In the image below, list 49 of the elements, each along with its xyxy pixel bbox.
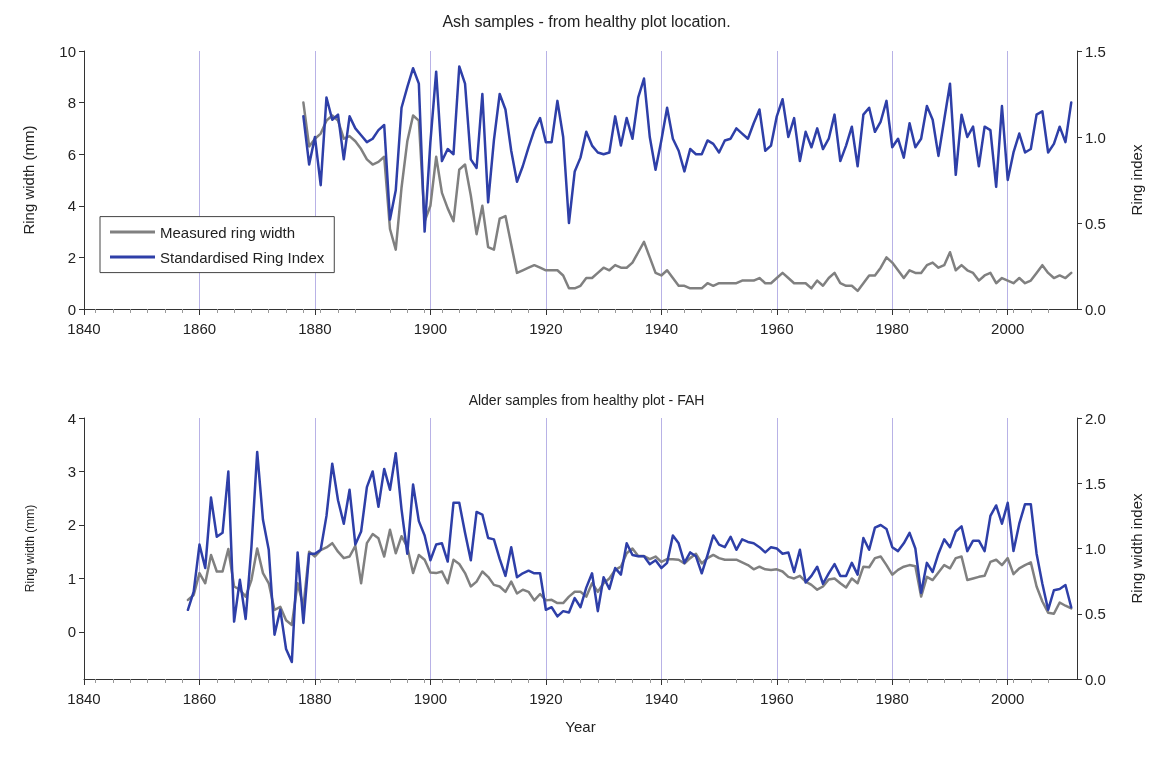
y-tick-label: 0 (67, 300, 76, 318)
y-axis-title: Ring width (mm) (20, 125, 37, 235)
x-tick-label: 1920 (529, 320, 563, 337)
x-tick-label: 1940 (644, 320, 679, 337)
y-tick-label: 4 (67, 409, 76, 427)
chart-title: Alder samples from healthy plot - FAH (468, 392, 705, 408)
legend-label: Measured ring width (160, 223, 296, 241)
y-tick-label: 4 (67, 197, 76, 215)
y2-tick-label: 2.0 (1085, 409, 1106, 427)
legend-label: Standardised Ring Index (160, 248, 325, 266)
x-tick-label: 1960 (760, 320, 794, 337)
x-tick-label: 1840 (67, 690, 101, 707)
y-tick-label: 2 (67, 516, 76, 534)
y-tick-label: 10 (59, 42, 76, 60)
y-tick-label: 3 (67, 462, 76, 480)
y-tick-label: 8 (67, 94, 76, 112)
x-tick-label: 1860 (182, 690, 217, 707)
y2-tick-label: 1.5 (1085, 42, 1106, 60)
x-tick-label: 1900 (413, 320, 448, 337)
chart-title: Ash samples - from healthy plot location. (442, 12, 731, 30)
x-tick-label: 1840 (67, 320, 101, 337)
y-axis-title: Ring width (mm) (23, 504, 37, 593)
y-tick-label: 6 (67, 145, 76, 163)
x-tick-label: 1980 (875, 690, 909, 707)
y2-tick-label: 0.0 (1085, 670, 1106, 688)
y-tick-label: 1 (67, 569, 76, 587)
y2-tick-label: 0.5 (1085, 605, 1106, 623)
line-series (302, 65, 1073, 233)
y2-tick-label: 0.5 (1085, 214, 1106, 232)
x-tick-label: 1920 (529, 690, 563, 707)
y2-tick-label: 1.5 (1085, 474, 1106, 492)
y2-axis-title: Ring index (1128, 144, 1145, 216)
x-tick-label: 1980 (875, 320, 909, 337)
x-axis-title: Year (565, 718, 596, 735)
x-tick-label: 1900 (413, 690, 448, 707)
x-tick-label: 1860 (182, 320, 217, 337)
y-tick-label: 2 (67, 248, 76, 266)
x-tick-label: 1880 (298, 690, 332, 707)
y2-tick-label: 1.0 (1085, 540, 1106, 557)
line-series (186, 450, 1073, 664)
x-tick-label: 1880 (298, 320, 332, 337)
y2-tick-label: 0.0 (1085, 300, 1106, 318)
y2-tick-label: 1.0 (1085, 128, 1106, 146)
x-tick-label: 2000 (991, 320, 1025, 337)
x-tick-label: 1940 (644, 690, 679, 707)
y-tick-label: 0 (67, 623, 76, 641)
x-tick-label: 2000 (991, 690, 1025, 707)
y2-axis-title: Ring width index (1128, 492, 1145, 604)
x-tick-label: 1960 (760, 690, 794, 707)
